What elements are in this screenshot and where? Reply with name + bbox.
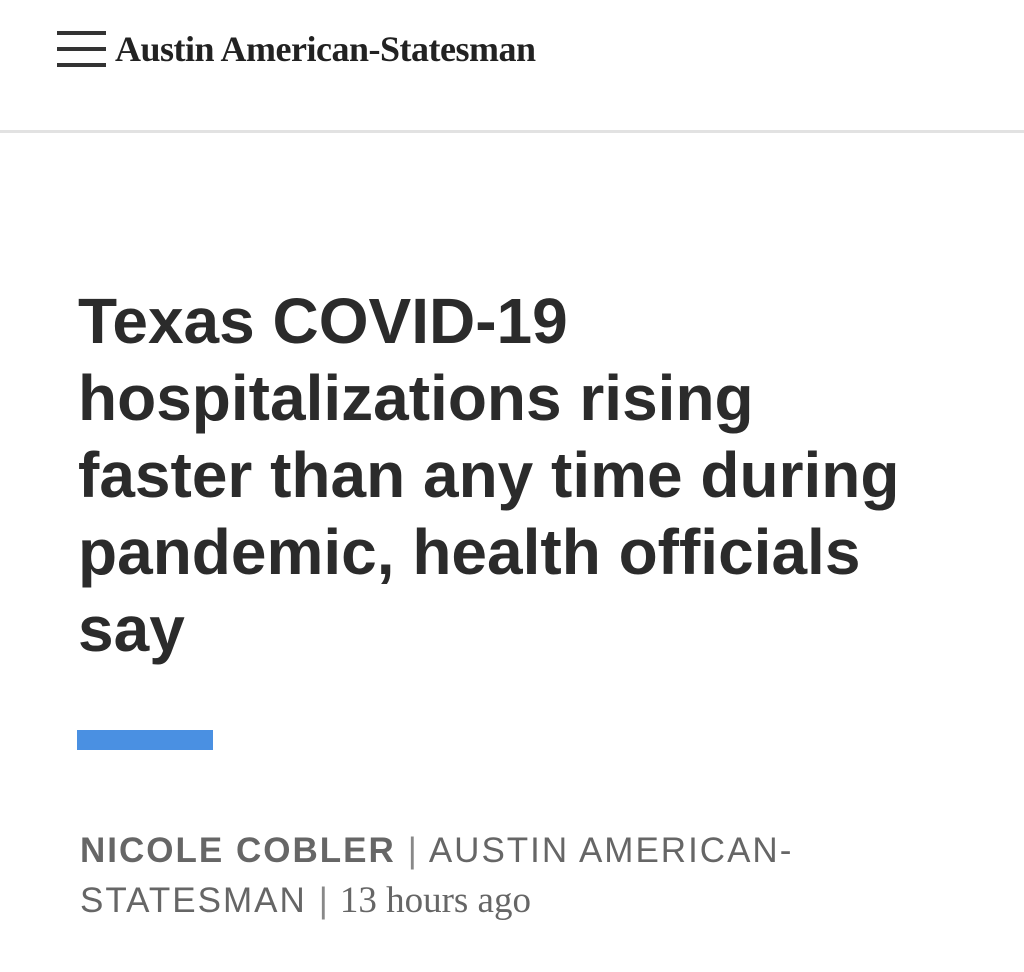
separator: |	[407, 831, 417, 870]
byline: NICOLE COBLER | AUSTIN AMERICAN-STATESMAN |…	[80, 826, 860, 926]
separator: |	[318, 881, 328, 920]
publication: AUSTIN AMERICAN-STATESMAN	[80, 831, 794, 920]
menu-line	[57, 47, 106, 51]
top-bar: Austin American-Statesman	[0, 0, 1024, 133]
author[interactable]: NICOLE COBLER	[80, 831, 396, 870]
menu-button[interactable]	[57, 31, 106, 69]
menu-line	[57, 31, 106, 35]
menu-line	[57, 63, 106, 67]
headline: Texas COVID-19 hospitalizations rising f…	[78, 285, 900, 665]
timestamp: 13 hours ago	[339, 880, 531, 921]
accent-bar	[77, 730, 213, 750]
brand[interactable]: Austin American-Statesman	[115, 29, 536, 69]
